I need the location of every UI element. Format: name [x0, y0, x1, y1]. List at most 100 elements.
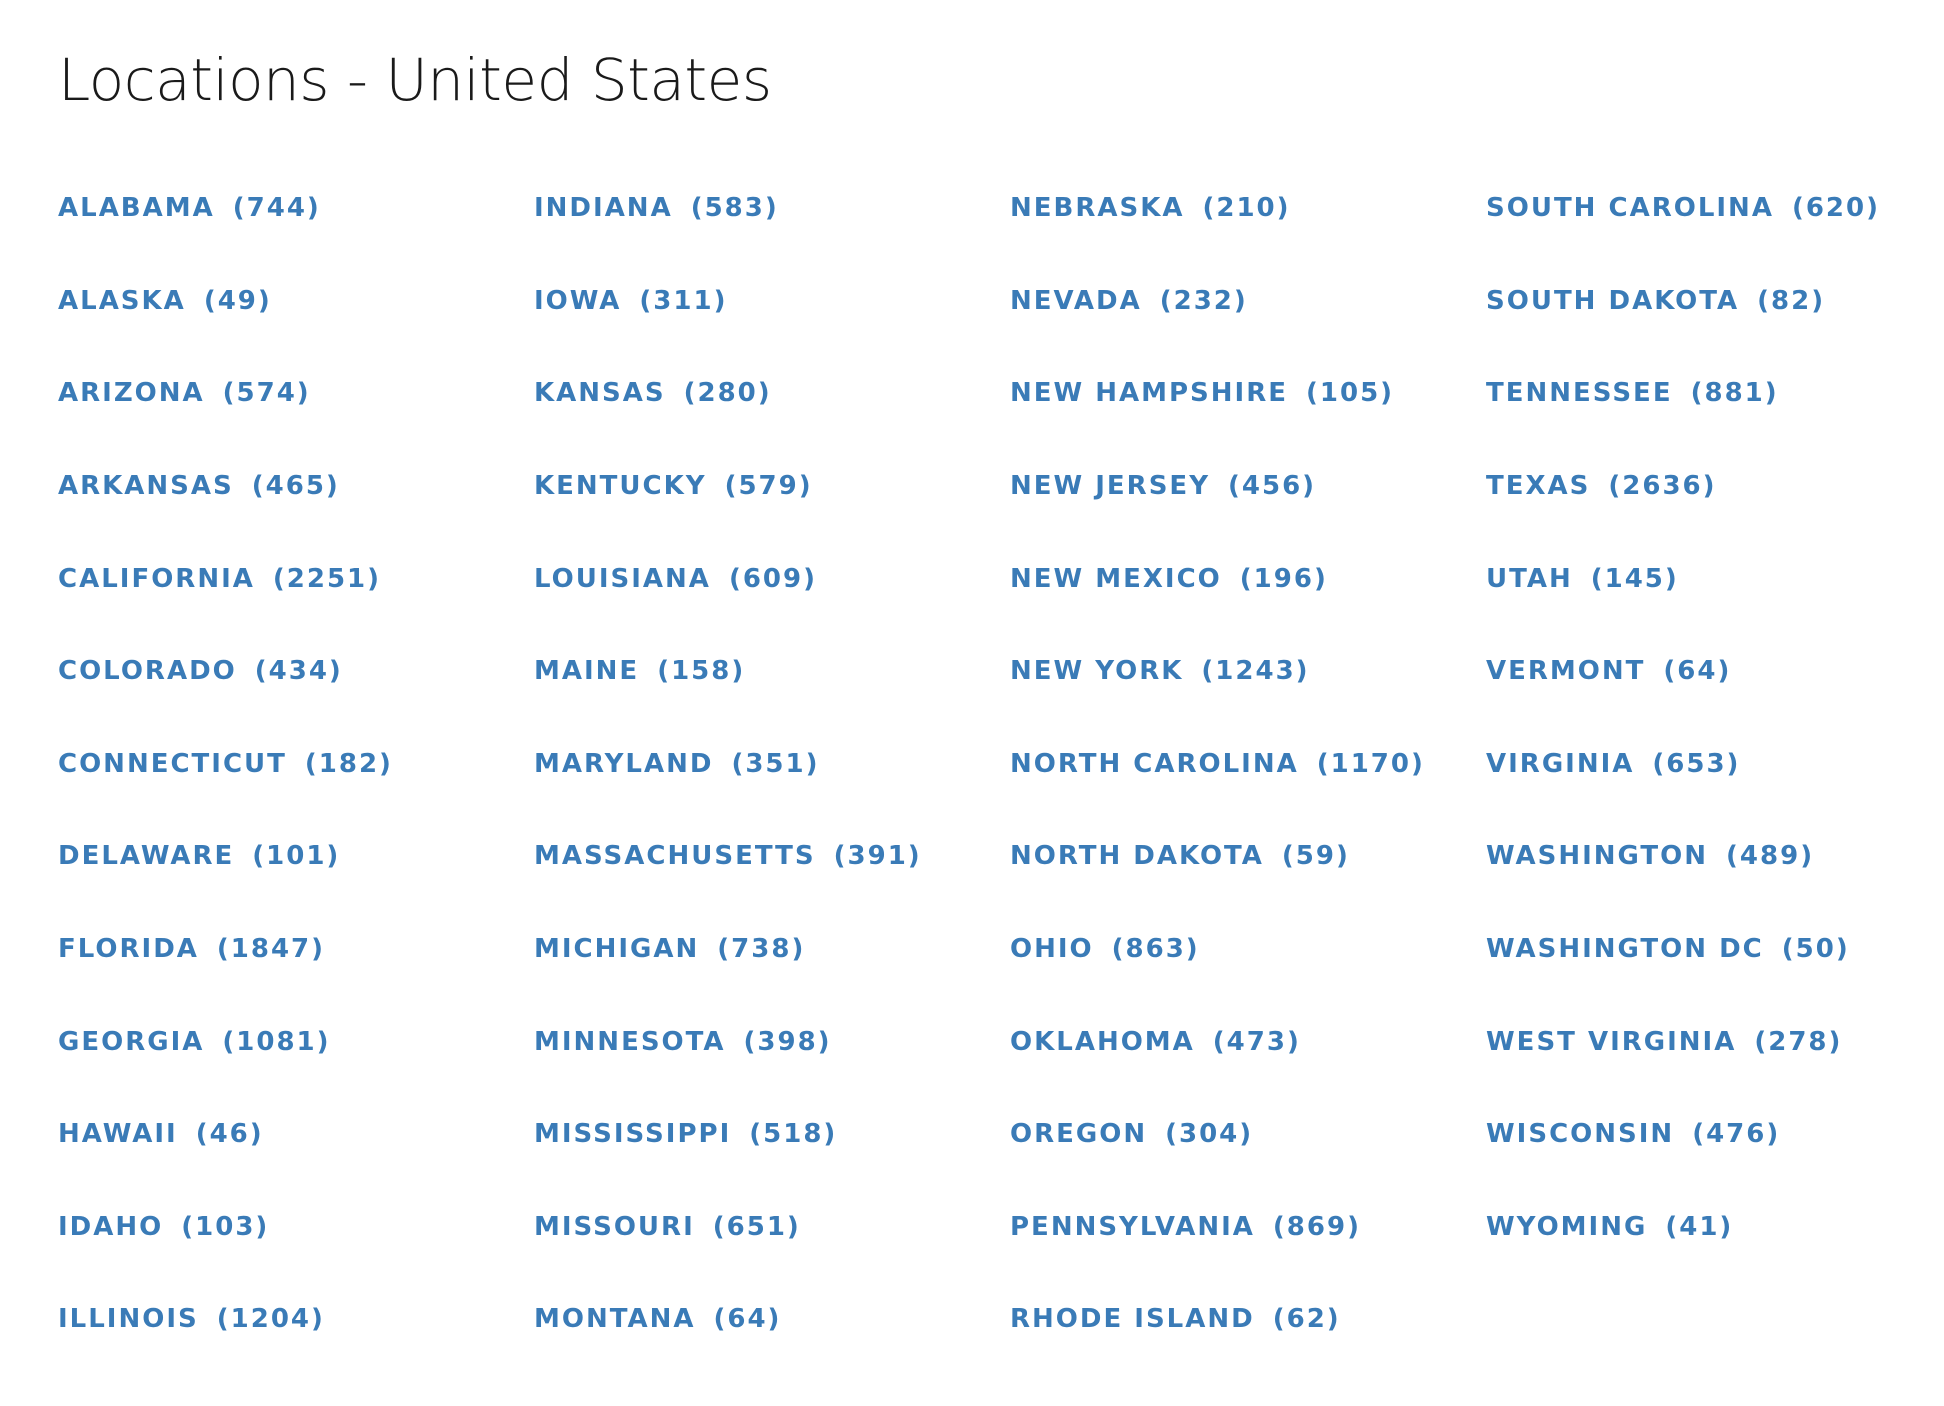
location-count: (1170) — [1316, 748, 1425, 779]
state-link[interactable]: NEW YORK (1243) — [1010, 625, 1486, 718]
state-link[interactable]: UTAH (145) — [1486, 532, 1918, 625]
state-name: MAINE — [534, 656, 640, 687]
state-name: TEXAS — [1486, 471, 1591, 502]
state-link[interactable]: ARKANSAS (465) — [58, 440, 534, 533]
state-link[interactable]: IOWA (311) — [534, 255, 1010, 348]
location-count: (574) — [222, 378, 311, 409]
state-link[interactable]: KENTUCKY (579) — [534, 440, 1010, 533]
state-link[interactable]: MARYLAND (351) — [534, 718, 1010, 811]
location-count: (620) — [1791, 193, 1880, 224]
state-link[interactable]: MAINE (158) — [534, 625, 1010, 718]
state-link[interactable]: MINNESOTA (398) — [534, 995, 1010, 1088]
state-name: WISCONSIN — [1486, 1119, 1675, 1150]
state-link[interactable]: OKLAHOMA (473) — [1010, 995, 1486, 1088]
state-link[interactable]: TENNESSEE (881) — [1486, 347, 1918, 440]
state-link[interactable]: MISSISSIPPI (518) — [534, 1088, 1010, 1181]
state-link[interactable]: CALIFORNIA (2251) — [58, 532, 534, 625]
state-link[interactable]: NORTH DAKOTA (59) — [1010, 810, 1486, 903]
state-name: IDAHO — [58, 1211, 164, 1242]
state-link[interactable]: NEVADA (232) — [1010, 255, 1486, 348]
location-count: (1081) — [222, 1026, 331, 1057]
state-link[interactable]: DELAWARE (101) — [58, 810, 534, 903]
state-link[interactable]: INDIANA (583) — [534, 162, 1010, 255]
location-count: (2251) — [272, 563, 382, 594]
location-count: (49) — [203, 285, 272, 316]
state-name: RHODE ISLAND — [1010, 1304, 1255, 1335]
state-link[interactable]: WISCONSIN (476) — [1486, 1088, 1918, 1181]
state-name: NEW JERSEY — [1010, 471, 1211, 502]
state-link[interactable]: LOUISIANA (609) — [534, 532, 1010, 625]
state-name: NEW YORK — [1010, 656, 1184, 687]
state-name: WYOMING — [1486, 1211, 1648, 1242]
state-link[interactable]: OHIO (863) — [1010, 903, 1486, 996]
state-link[interactable]: ALASKA (49) — [58, 255, 534, 348]
state-link[interactable]: ILLINOIS (1204) — [58, 1273, 534, 1366]
page-title: Locations - United States — [58, 46, 772, 114]
state-name: HAWAII — [58, 1119, 178, 1150]
state-name: TENNESSEE — [1486, 378, 1673, 409]
state-link[interactable]: VIRGINIA (653) — [1486, 718, 1918, 811]
state-link[interactable]: OREGON (304) — [1010, 1088, 1486, 1181]
state-link[interactable]: TEXAS (2636) — [1486, 440, 1918, 533]
state-link[interactable]: ARIZONA (574) — [58, 347, 534, 440]
state-link[interactable]: MISSOURI (651) — [534, 1181, 1010, 1274]
state-link[interactable]: PENNSYLVANIA (869) — [1010, 1181, 1486, 1274]
state-link[interactable]: FLORIDA (1847) — [58, 903, 534, 996]
state-link[interactable]: WASHINGTON (489) — [1486, 810, 1918, 903]
state-link[interactable]: IDAHO (103) — [58, 1181, 534, 1274]
state-link[interactable]: GEORGIA (1081) — [58, 995, 534, 1088]
state-name: KANSAS — [534, 378, 666, 409]
location-count: (2636) — [1608, 471, 1717, 502]
state-name: NEBRASKA — [1010, 193, 1185, 224]
state-name: OKLAHOMA — [1010, 1026, 1195, 1057]
state-link[interactable]: NEW JERSEY (456) — [1010, 440, 1486, 533]
state-name: SOUTH CAROLINA — [1486, 193, 1774, 224]
location-count: (280) — [683, 378, 772, 409]
location-count: (476) — [1692, 1119, 1781, 1150]
state-link[interactable]: MICHIGAN (738) — [534, 903, 1010, 996]
location-count: (64) — [713, 1304, 782, 1335]
location-count: (41) — [1665, 1211, 1734, 1242]
location-count: (145) — [1590, 563, 1679, 594]
state-name: UTAH — [1486, 563, 1573, 594]
location-count: (105) — [1306, 378, 1395, 409]
state-link[interactable]: COLORADO (434) — [58, 625, 534, 718]
state-link[interactable]: CONNECTICUT (182) — [58, 718, 534, 811]
state-link[interactable]: HAWAII (46) — [58, 1088, 534, 1181]
state-link[interactable]: NORTH CAROLINA (1170) — [1010, 718, 1486, 811]
state-link[interactable]: KANSAS (280) — [534, 347, 1010, 440]
state-link[interactable]: MASSACHUSETTS (391) — [534, 810, 1010, 903]
state-name: OHIO — [1010, 934, 1094, 965]
state-name: MASSACHUSETTS — [534, 841, 816, 872]
state-link[interactable]: WYOMING (41) — [1486, 1181, 1918, 1274]
state-link[interactable]: RHODE ISLAND (62) — [1010, 1273, 1486, 1366]
state-name: PENNSYLVANIA — [1010, 1211, 1255, 1242]
state-link[interactable]: NEBRASKA (210) — [1010, 162, 1486, 255]
state-name: MISSOURI — [534, 1211, 695, 1242]
state-link[interactable]: SOUTH DAKOTA (82) — [1486, 255, 1918, 348]
state-name: CALIFORNIA — [58, 563, 255, 594]
location-count: (465) — [251, 471, 340, 502]
location-count: (196) — [1239, 563, 1328, 594]
state-link[interactable]: MONTANA (64) — [534, 1273, 1010, 1366]
state-name: VIRGINIA — [1486, 748, 1635, 779]
location-count: (64) — [1663, 656, 1732, 687]
location-count: (391) — [833, 841, 922, 872]
location-count: (653) — [1652, 748, 1741, 779]
location-count: (434) — [254, 656, 343, 687]
state-link[interactable]: VERMONT (64) — [1486, 625, 1918, 718]
state-link[interactable]: NEW MEXICO (196) — [1010, 532, 1486, 625]
state-name: NEW HAMPSHIRE — [1010, 378, 1289, 409]
state-link[interactable]: ALABAMA (744) — [58, 162, 534, 255]
state-name: ARIZONA — [58, 378, 205, 409]
location-count: (579) — [724, 471, 813, 502]
state-name: MARYLAND — [534, 748, 714, 779]
location-count: (304) — [1165, 1119, 1254, 1150]
state-link[interactable]: WASHINGTON DC (50) — [1486, 903, 1918, 996]
state-link[interactable]: NEW HAMPSHIRE (105) — [1010, 347, 1486, 440]
state-link[interactable]: SOUTH CAROLINA (620) — [1486, 162, 1918, 255]
location-count: (232) — [1159, 285, 1248, 316]
state-link[interactable]: WEST VIRGINIA (278) — [1486, 995, 1918, 1088]
location-count: (101) — [252, 841, 341, 872]
state-name: DELAWARE — [58, 841, 235, 872]
